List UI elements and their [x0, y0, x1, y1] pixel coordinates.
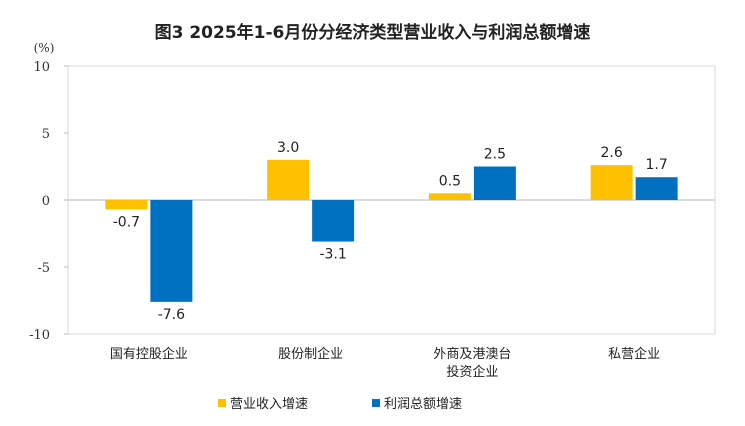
- bar: [312, 200, 355, 242]
- y-tick-label: 0: [42, 194, 50, 209]
- data-label: -7.6: [158, 307, 185, 323]
- legend-label: 营业收入增速: [230, 397, 309, 412]
- bar: [473, 166, 516, 200]
- x-tick-label: 外商及港澳台: [433, 346, 511, 362]
- legend-swatch: [372, 398, 380, 407]
- bar: [635, 177, 678, 200]
- bar: [428, 193, 471, 200]
- bar: [267, 159, 310, 200]
- bar: [150, 200, 193, 302]
- data-label: 3.0: [277, 140, 299, 156]
- y-tick-label: 5: [42, 127, 50, 142]
- data-label: 1.7: [645, 157, 667, 173]
- x-tick-label: 投资企业: [446, 364, 498, 380]
- chart-title: 图3 2025年1-6月份分经济类型营业收入与利润总额增速: [154, 23, 591, 43]
- y-axis-label: (%): [34, 41, 55, 55]
- data-label: -3.1: [319, 247, 346, 263]
- data-label: 2.5: [484, 147, 506, 163]
- y-tick-label: -10: [29, 328, 50, 343]
- legend-label: 利润总额增速: [384, 397, 463, 412]
- data-label: -0.7: [113, 214, 140, 230]
- data-label: 2.6: [600, 145, 622, 161]
- legend-item-profit: 利润总额增速: [372, 393, 462, 412]
- legend-item-revenue: 营业收入增速: [218, 393, 308, 412]
- y-tick-label: -5: [37, 261, 50, 276]
- x-tick-label: 股份制企业: [278, 346, 343, 362]
- x-tick-label: 私营企业: [608, 346, 660, 362]
- bar: [590, 165, 633, 200]
- x-tick-label: 国有控股企业: [110, 346, 188, 362]
- legend-swatch: [218, 398, 226, 407]
- y-tick-label: 10: [33, 60, 50, 75]
- data-label: 0.5: [439, 173, 461, 189]
- bar: [105, 200, 148, 210]
